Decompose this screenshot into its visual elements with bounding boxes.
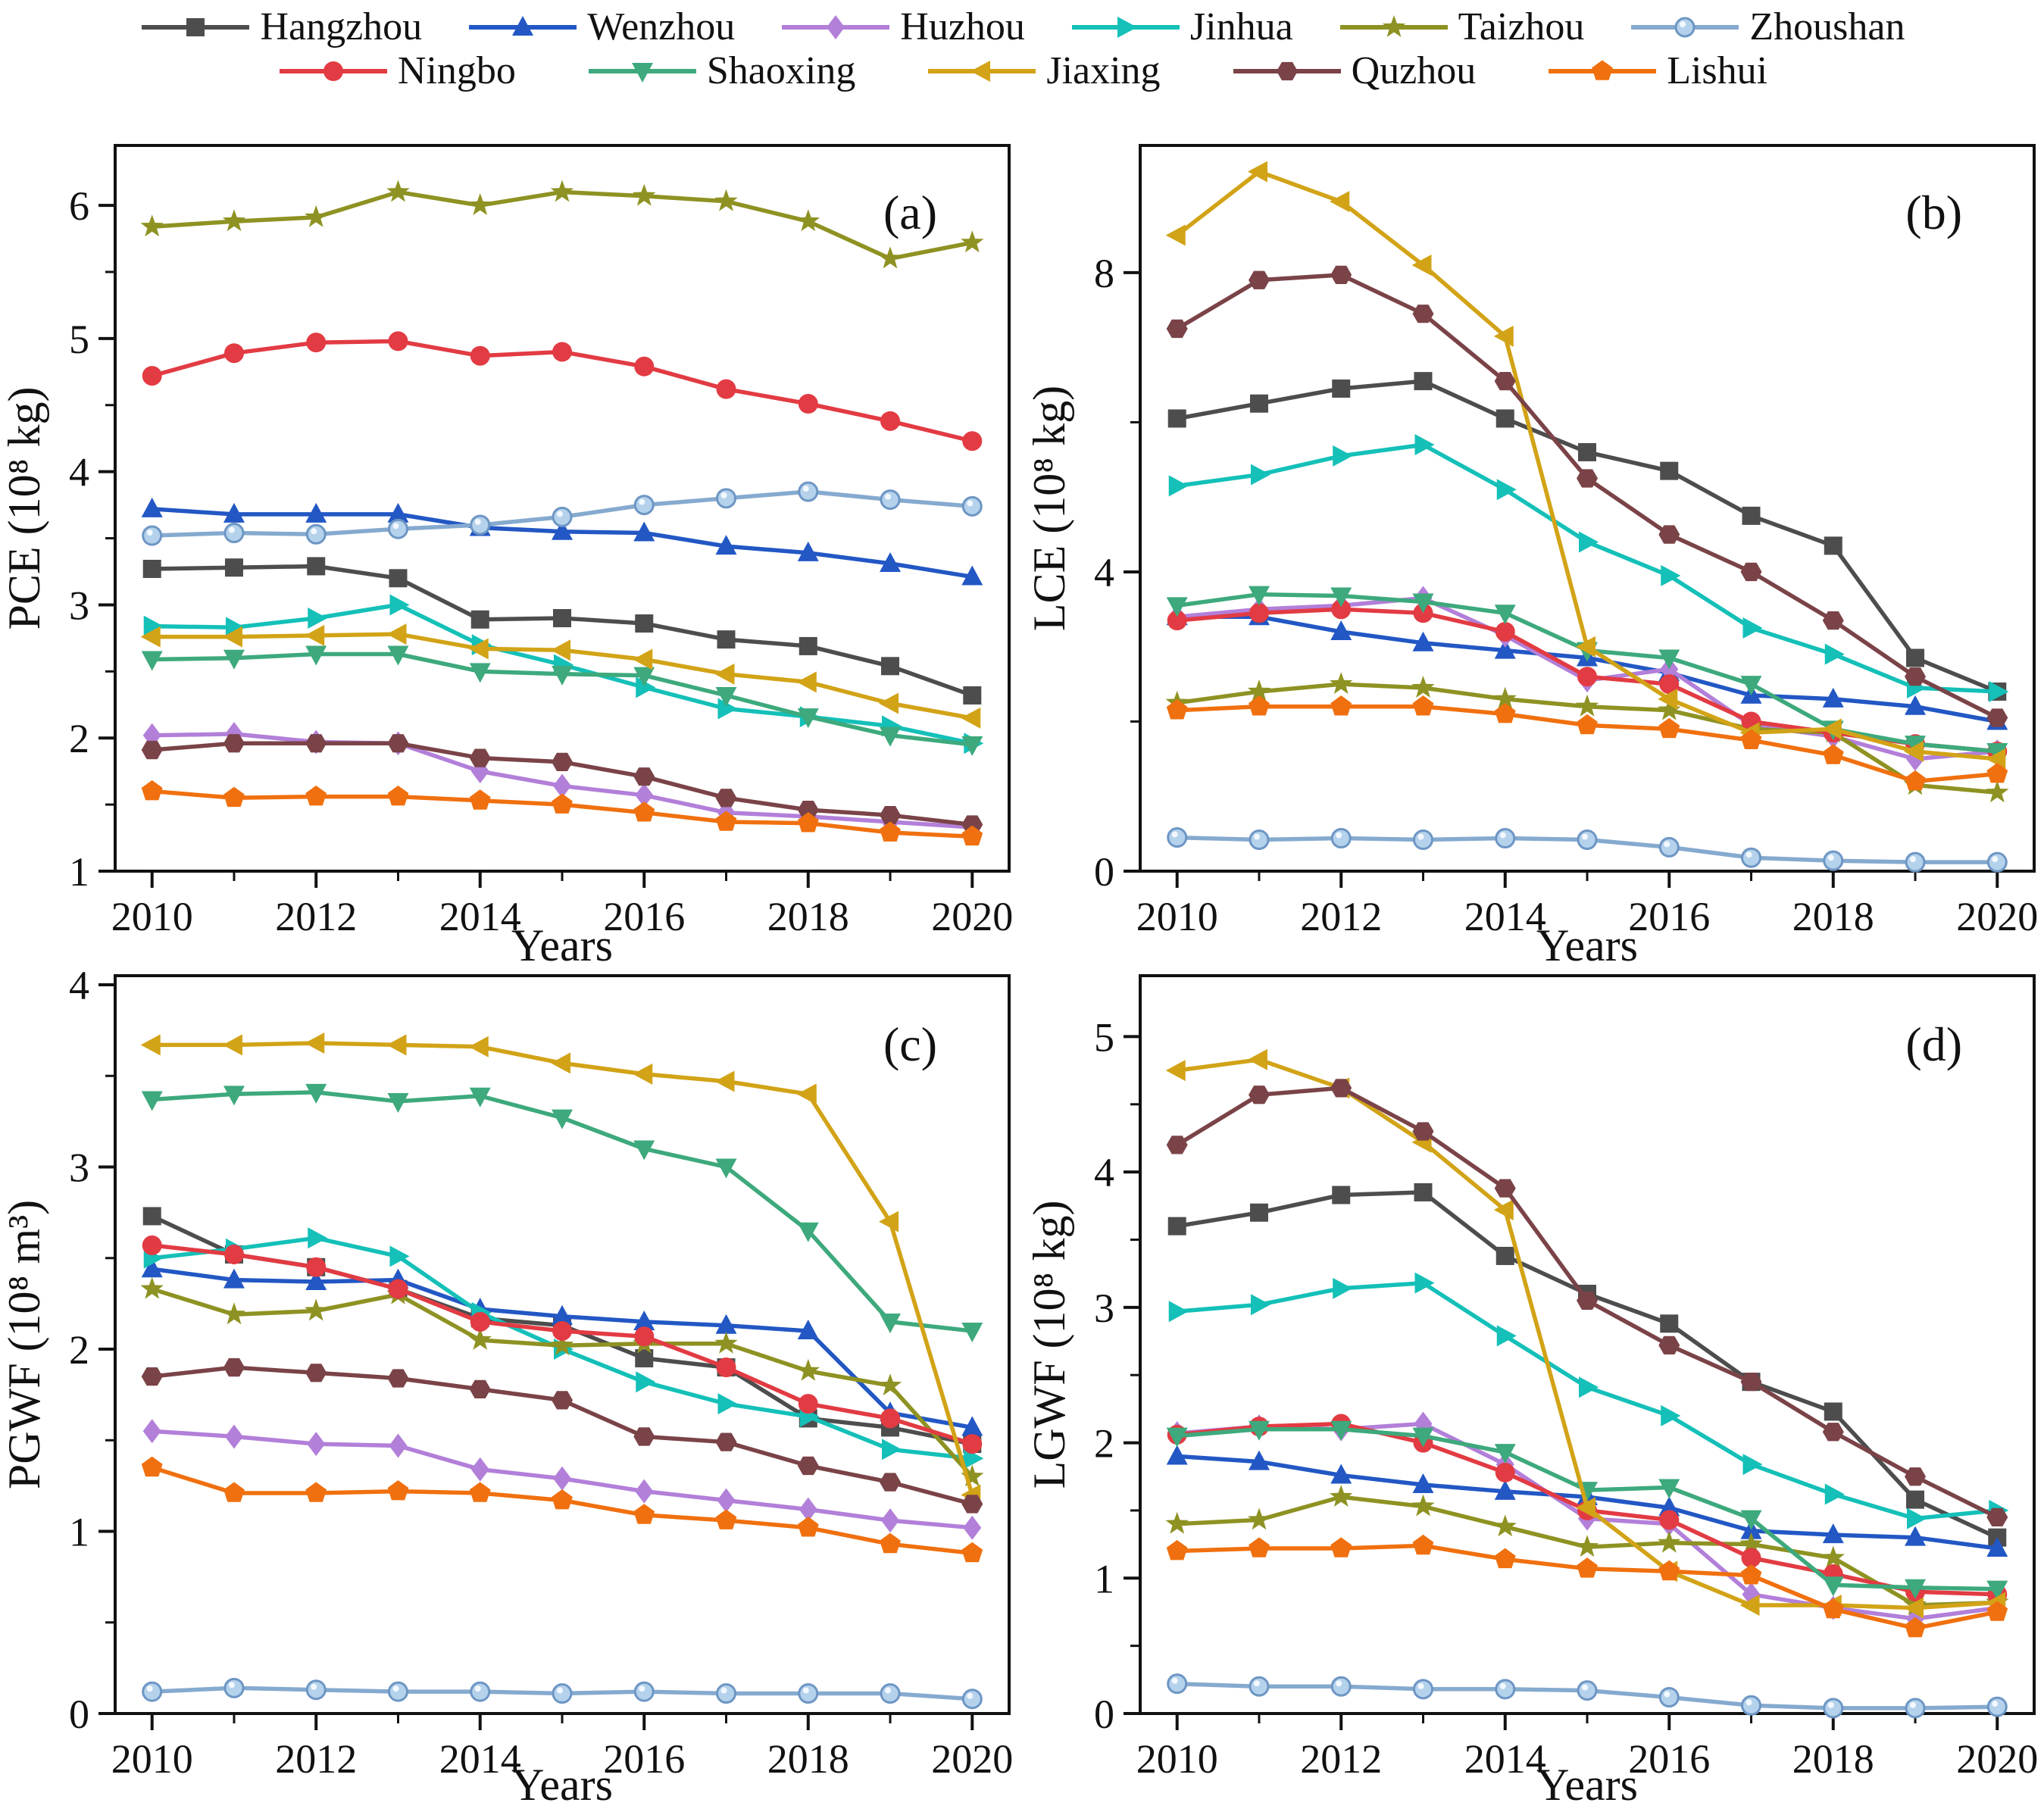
svg-text:2010: 2010 <box>111 1736 193 1782</box>
svg-text:5: 5 <box>69 317 89 362</box>
legend-label-wenzhou: Wenzhou <box>587 5 736 48</box>
panel-b-letter: (b) <box>1905 186 1962 239</box>
panel-a-pce: (a) PCE (10⁸ kg) Years 2010 2012 2014 2016 2… <box>0 144 1013 970</box>
shaoxing-line-marker-icon <box>588 63 696 83</box>
svg-text:1: 1 <box>69 849 89 895</box>
legend-label-huzhou: Huzhou <box>900 5 1025 48</box>
svg-text:0: 0 <box>1094 849 1114 895</box>
legend-item-huzhou: Huzhou <box>779 8 1025 47</box>
legend-label-ningbo: Ningbo <box>397 49 516 92</box>
panel-b-y-axis-title: LCE (10⁸ kg) <box>1024 386 1074 631</box>
zhoushan-line-marker-icon <box>1631 17 1739 38</box>
legend-label-quzhou: Quzhou <box>1351 49 1477 92</box>
svg-text:4: 4 <box>69 963 89 1008</box>
legend-label-shaoxing: Shaoxing <box>706 49 856 92</box>
svg-text:2014: 2014 <box>1464 894 1546 939</box>
svg-text:2012: 2012 <box>1300 894 1382 939</box>
panel-b-x-axis-title: Years <box>1536 920 1638 970</box>
legend-item-zhoushan: Zhoushan <box>1628 8 1905 47</box>
panel-d-lgwf: (d) LGWF (10⁸ kg) Years 2010 2012 2014 2016… <box>1024 974 2038 1810</box>
hangzhou-line-marker-icon <box>142 18 250 36</box>
svg-text:2014: 2014 <box>1464 1736 1546 1782</box>
quzhou-line-marker-icon <box>1233 61 1341 81</box>
panel-b-lce: (b) LCE (10⁸ kg) Years 2010 2012 2014 2016 2… <box>1024 144 2038 970</box>
svg-text:2012: 2012 <box>1300 1736 1382 1782</box>
legend-item-jinhua: Jinhua <box>1069 8 1293 47</box>
figure-legend: Hangzhou Wenzhou Huzhou Jinhua Taizhou Z… <box>0 8 2044 91</box>
svg-text:2018: 2018 <box>767 1736 849 1782</box>
panel-d-y-axis-title: LGWF (10⁸ kg) <box>1024 1201 1074 1489</box>
panel-c-letter: (c) <box>883 1017 937 1071</box>
legend-item-wenzhou: Wenzhou <box>466 8 735 47</box>
svg-text:2014: 2014 <box>439 1736 521 1782</box>
svg-text:3: 3 <box>69 1145 89 1191</box>
svg-text:2020: 2020 <box>1956 894 2038 939</box>
panel-d-letter: (d) <box>1905 1017 1962 1071</box>
panel-a-x-axis-title: Years <box>511 920 613 970</box>
legend-row-1: Hangzhou Wenzhou Huzhou Jinhua Taizhou Z… <box>139 8 1905 47</box>
svg-text:2016: 2016 <box>1628 1736 1710 1782</box>
svg-text:5: 5 <box>1094 1014 1114 1060</box>
svg-text:3: 3 <box>1094 1286 1114 1331</box>
svg-text:1: 1 <box>1094 1556 1114 1601</box>
panel-d-x-axis-title: Years <box>1536 1760 1638 1810</box>
panel-a-letter: (a) <box>883 186 937 239</box>
lishui-line-marker-icon <box>1549 60 1657 80</box>
legend-item-jiaxing: Jiaxing <box>925 49 1161 92</box>
svg-text:2016: 2016 <box>1628 894 1710 939</box>
legend-label-jiaxing: Jiaxing <box>1046 49 1161 92</box>
legend-label-taizhou: Taizhou <box>1458 5 1585 48</box>
legend-label-hangzhou: Hangzhou <box>260 5 423 48</box>
svg-text:2: 2 <box>69 716 89 761</box>
huzhou-line-marker-icon <box>782 15 890 39</box>
panel-c-y-axis-title: PGWF (10⁸ m³) <box>0 1200 49 1489</box>
svg-text:2018: 2018 <box>1792 1736 1874 1782</box>
svg-text:2010: 2010 <box>1136 1736 1218 1782</box>
wenzhou-line-marker-icon <box>469 16 577 36</box>
legend-item-ningbo: Ningbo <box>277 52 516 91</box>
svg-text:1: 1 <box>69 1510 89 1555</box>
svg-text:0: 0 <box>1094 1692 1114 1737</box>
panel-a-y-axis-title: PCE (10⁸ kg) <box>0 387 49 630</box>
svg-text:2: 2 <box>69 1327 89 1373</box>
svg-text:2016: 2016 <box>603 1736 685 1782</box>
svg-text:2012: 2012 <box>275 894 357 939</box>
svg-text:4: 4 <box>1094 550 1114 595</box>
ningbo-line-marker-icon <box>279 61 387 81</box>
svg-text:2016: 2016 <box>603 894 685 939</box>
jiaxing-line-marker-icon <box>928 61 1036 82</box>
svg-text:8: 8 <box>1094 251 1114 296</box>
legend-label-jinhua: Jinhua <box>1189 5 1293 48</box>
svg-text:2020: 2020 <box>931 894 1013 939</box>
jinhua-line-marker-icon <box>1071 17 1180 38</box>
svg-text:2020: 2020 <box>931 1736 1013 1782</box>
svg-text:4: 4 <box>1094 1150 1114 1195</box>
legend-item-hangzhou: Hangzhou <box>139 8 422 47</box>
svg-text:2018: 2018 <box>1792 894 1874 939</box>
svg-text:2012: 2012 <box>275 1736 357 1782</box>
svg-text:6: 6 <box>69 183 89 229</box>
legend-item-quzhou: Quzhou <box>1230 49 1477 92</box>
svg-text:0: 0 <box>69 1692 89 1737</box>
svg-text:2: 2 <box>1094 1421 1114 1467</box>
svg-text:3: 3 <box>69 583 89 628</box>
legend-label-lishui: Lishui <box>1667 49 1768 92</box>
panel-c-x-axis-title: Years <box>511 1760 613 1810</box>
svg-text:4: 4 <box>69 450 89 495</box>
svg-text:2010: 2010 <box>111 894 193 939</box>
panel-c-pgwf: (c) PGWF (10⁸ m³) Years 2010 2012 2014 2016… <box>0 963 1013 1810</box>
taizhou-line-marker-icon <box>1339 15 1448 37</box>
legend-item-shaoxing: Shaoxing <box>586 52 855 91</box>
svg-text:2014: 2014 <box>439 894 521 939</box>
svg-text:2020: 2020 <box>1956 1736 2038 1782</box>
svg-text:2010: 2010 <box>1136 894 1218 939</box>
legend-item-lishui: Lishui <box>1546 52 1767 91</box>
svg-text:2018: 2018 <box>767 894 849 939</box>
legend-label-zhoushan: Zhoushan <box>1749 5 1905 48</box>
legend-row-2: Ningbo Shaoxing Jiaxing Quzhou Lishui <box>277 52 1767 91</box>
legend-item-taizhou: Taizhou <box>1337 5 1585 48</box>
